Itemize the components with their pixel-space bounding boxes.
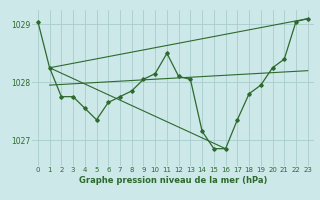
X-axis label: Graphe pression niveau de la mer (hPa): Graphe pression niveau de la mer (hPa): [79, 176, 267, 185]
